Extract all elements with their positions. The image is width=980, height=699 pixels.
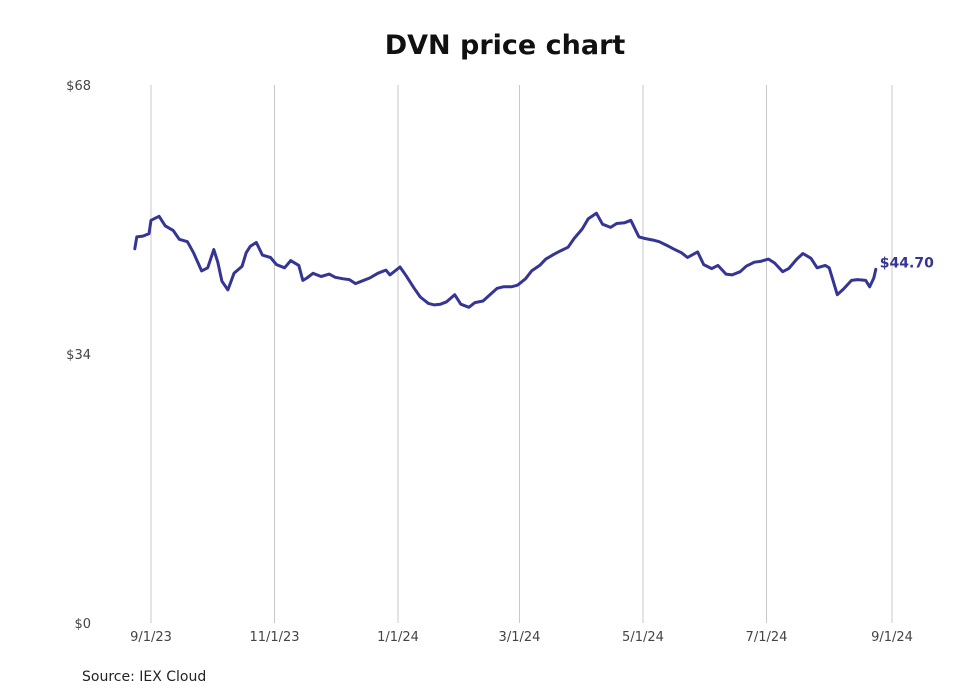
x-tick-label: 9/1/24 <box>871 630 913 645</box>
last-price-label: $44.70 <box>880 255 934 271</box>
x-tick-label: 11/1/23 <box>249 630 299 645</box>
x-axis: 9/1/23 11/1/23 1/1/24 3/1/24 5/1/24 7/1/24 9/1… <box>130 630 913 645</box>
x-tick-label: 3/1/24 <box>499 630 541 645</box>
y-axis: $0 $34 $68 <box>66 79 91 632</box>
y-tick-label: $0 <box>74 617 91 632</box>
y-tick-label: $34 <box>66 348 91 363</box>
chart-title: DVN price chart <box>384 30 626 61</box>
source-note: Source: IEX Cloud <box>82 669 207 685</box>
price-series-line <box>133 211 878 309</box>
gridlines <box>150 85 893 623</box>
x-tick-label: 7/1/24 <box>746 630 788 645</box>
x-tick-label: 1/1/24 <box>377 630 419 645</box>
x-tick-label: 9/1/23 <box>130 630 172 645</box>
x-tick-label: 5/1/24 <box>622 630 664 645</box>
y-tick-label: $68 <box>66 79 91 94</box>
